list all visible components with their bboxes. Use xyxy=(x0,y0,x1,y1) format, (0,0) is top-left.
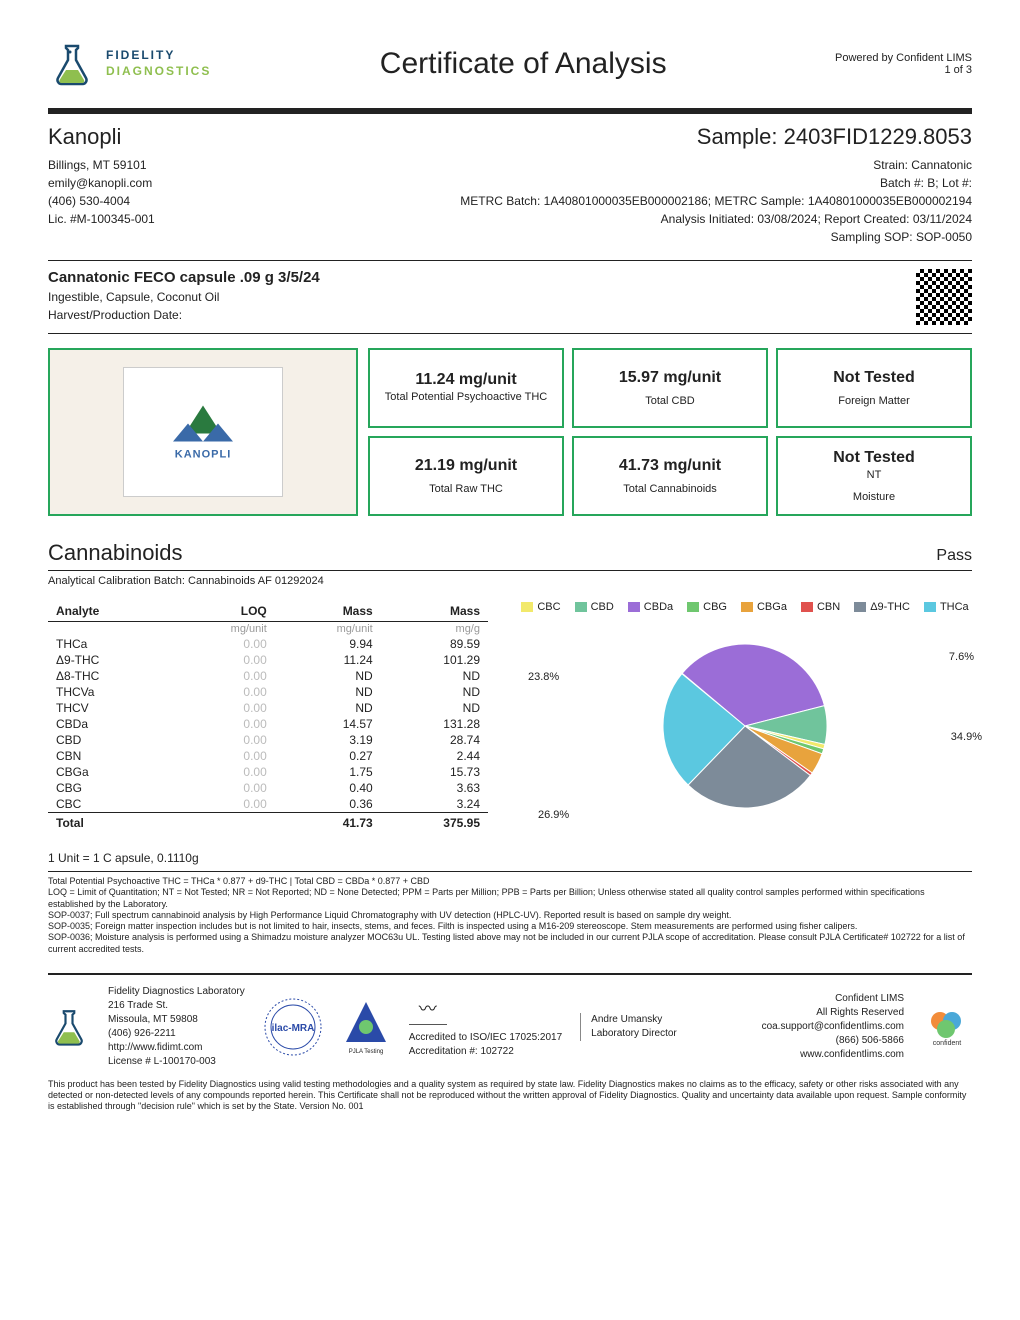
table-total-row: Total41.73375.95 xyxy=(48,813,488,832)
legend-item: CBC xyxy=(521,601,560,613)
analyte-table: AnalyteLOQMassMass mg/unitmg/unitmg/g TH… xyxy=(48,601,488,831)
cannabinoid-content: AnalyteLOQMassMass mg/unitmg/unitmg/g TH… xyxy=(48,601,972,831)
confident-logo-icon: confident xyxy=(922,1007,972,1047)
signature: 〰 xyxy=(409,995,447,1025)
sample-metrc: METRC Batch: 1A40801000035EB000002186; M… xyxy=(175,192,972,210)
pie-chart xyxy=(630,621,860,821)
table-row: THCVa0.00NDND xyxy=(48,684,488,700)
calibration-note: Analytical Calibration Batch: Cannabinoi… xyxy=(48,575,972,587)
unit-note: 1 Unit = 1 C apsule, 0.1110g xyxy=(48,851,972,865)
pie-legend: CBC CBD CBDa CBG CBGa CBN Δ9-THC THCa xyxy=(518,601,972,613)
sample-batch: Batch #: B; Lot #: xyxy=(175,174,972,192)
header: FIDELITY DIAGNOSTICS Certificate of Anal… xyxy=(48,40,972,104)
product-type: Ingestible, Capsule, Coconut Oil xyxy=(48,290,320,304)
client-address: Billings, MT 59101 xyxy=(48,156,155,174)
metric-box: 21.19 mg/unitTotal Raw THC xyxy=(368,436,564,516)
director: Andre Umansky Laboratory Director xyxy=(580,1013,677,1041)
cannabinoids-header: Cannabinoids Pass xyxy=(48,540,972,571)
sample-dates: Analysis Initiated: 03/08/2024; Report C… xyxy=(175,210,972,228)
metric-box: Not TestedNTMoisture xyxy=(776,436,972,516)
table-row: CBN0.000.272.44 xyxy=(48,748,488,764)
flask-icon xyxy=(48,1006,90,1048)
table-row: Δ9-THC0.0011.24101.29 xyxy=(48,652,488,668)
product-title: Cannatonic FECO capsule .09 g 3/5/24 xyxy=(48,269,320,286)
table-row: CBC0.000.363.24 xyxy=(48,796,488,813)
brand-name: KANOPLI xyxy=(173,449,233,461)
legend-item: CBGa xyxy=(741,601,787,613)
metric-box: 15.97 mg/unitTotal CBD xyxy=(572,348,768,428)
pie-chart-wrap: CBCCBDCBDaCBGCBGaCBNΔ9-THCTHCa 7.6% 34.9… xyxy=(518,601,972,831)
product-image: KANOPLI xyxy=(48,348,358,516)
table-header: Analyte xyxy=(48,601,169,622)
footnotes: Total Potential Psychoactive THC = THCa … xyxy=(48,876,972,955)
sample-strain: Strain: Cannatonic xyxy=(175,156,972,174)
svg-text:ilac-MRA: ilac-MRA xyxy=(271,1023,314,1034)
metric-box: Not TestedForeign Matter xyxy=(776,348,972,428)
legend-item: THCa xyxy=(924,601,969,613)
legend-item: CBG xyxy=(687,601,727,613)
footer: Fidelity Diagnostics Laboratory 216 Trad… xyxy=(48,973,972,1069)
page-title: Certificate of Analysis xyxy=(211,47,835,81)
pie-label: 26.9% xyxy=(538,809,569,821)
sample-sop: Sampling SOP: SOP-0050 xyxy=(175,228,972,246)
table-row: CBG0.000.403.63 xyxy=(48,780,488,796)
pjla-badge-icon: PJLA Testing xyxy=(341,997,391,1057)
lab-logo: FIDELITY DIAGNOSTICS xyxy=(48,40,211,88)
table-header: Mass xyxy=(381,601,488,622)
section-status: Pass xyxy=(936,547,972,565)
client-name: Kanopli xyxy=(48,124,155,150)
pie-label: 34.9% xyxy=(951,731,982,743)
product-harvest: Harvest/Production Date: xyxy=(48,308,320,322)
product-section: Cannatonic FECO capsule .09 g 3/5/24 Ing… xyxy=(48,260,972,334)
legend-item: CBD xyxy=(575,601,614,613)
client-license: Lic. #M-100345-001 xyxy=(48,210,155,228)
svg-text:confident: confident xyxy=(933,1040,961,1047)
company-name-1: FIDELITY xyxy=(106,48,211,64)
client-email: emily@kanopli.com xyxy=(48,174,155,192)
ilac-badge-icon: ilac-MRA xyxy=(263,997,323,1057)
info-section: Kanopli Billings, MT 59101 emily@kanopli… xyxy=(48,124,972,246)
client-phone: (406) 530-4004 xyxy=(48,192,155,210)
disclaimer: This product has been tested by Fidelity… xyxy=(48,1079,972,1113)
table-row: CBD0.003.1928.74 xyxy=(48,732,488,748)
metric-box: 41.73 mg/unitTotal Cannabinoids xyxy=(572,436,768,516)
table-row: Δ8-THC0.00NDND xyxy=(48,668,488,684)
pie-label: 23.8% xyxy=(528,671,559,683)
sample-id: Sample: 2403FID1229.8053 xyxy=(175,124,972,150)
accreditation: 〰 Accredited to ISO/IEC 17025:2017 Accre… xyxy=(409,995,562,1059)
pie-label: 7.6% xyxy=(949,651,974,663)
company-name-2: DIAGNOSTICS xyxy=(106,64,211,80)
brand-icon xyxy=(173,404,233,444)
divider xyxy=(48,871,972,872)
table-header: Mass xyxy=(275,601,381,622)
divider xyxy=(48,108,972,114)
flask-icon xyxy=(48,40,96,88)
metric-box: 11.24 mg/unitTotal Potential Psychoactiv… xyxy=(368,348,564,428)
table-row: THCa0.009.9489.59 xyxy=(48,636,488,652)
svg-text:PJLA Testing: PJLA Testing xyxy=(348,1049,383,1055)
metrics-section: KANOPLI 11.24 mg/unitTotal Potential Psy… xyxy=(48,348,972,516)
section-title: Cannabinoids xyxy=(48,540,183,566)
legend-item: Δ9-THC xyxy=(854,601,910,613)
table-header: LOQ xyxy=(169,601,275,622)
qr-code xyxy=(916,269,972,325)
table-row: CBGa0.001.7515.73 xyxy=(48,764,488,780)
legend-item: CBDa xyxy=(628,601,673,613)
lab-contact: Fidelity Diagnostics Laboratory 216 Trad… xyxy=(108,985,245,1069)
powered-by: Powered by Confident LIMS 1 of 3 xyxy=(835,52,972,76)
table-row: THCV0.00NDND xyxy=(48,700,488,716)
confident-contact: Confident LIMS All Rights Reserved coa.s… xyxy=(762,992,904,1062)
legend-item: CBN xyxy=(801,601,840,613)
table-row: CBDa0.0014.57131.28 xyxy=(48,716,488,732)
